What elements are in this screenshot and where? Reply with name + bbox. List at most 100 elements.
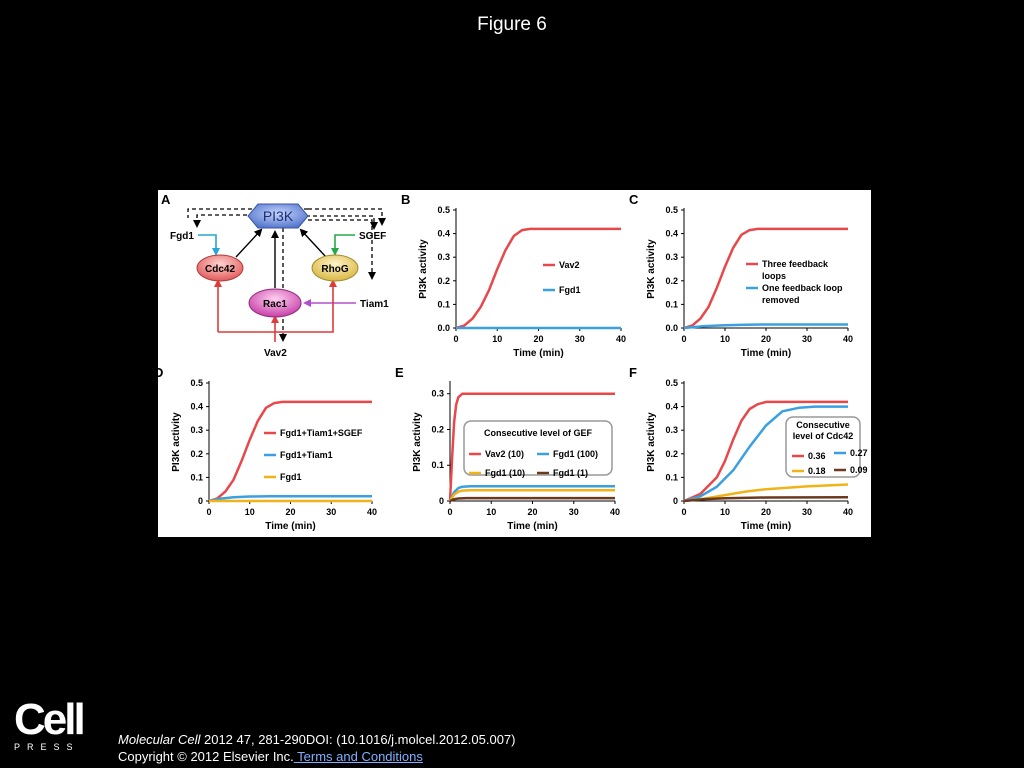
x-tick-label: 10: [492, 334, 502, 344]
legend-label-0: Vav2: [559, 260, 580, 270]
feedback-loop-outer-left: [187, 208, 308, 218]
arrow-rhog-pi3k: [299, 228, 327, 258]
legend-label-2: Fgd1 (10): [485, 468, 525, 478]
x-tick-label: 40: [616, 334, 626, 344]
legend-title-line2: level of Cdc42: [793, 431, 854, 441]
series-line-0: [448, 392, 615, 502]
y-axis-label: PI3K activity: [646, 239, 657, 299]
x-axis-label: Time (min): [513, 348, 563, 359]
y-tick-label: 0.5: [665, 378, 678, 388]
y-tick-label: 0.1: [437, 299, 450, 309]
x-tick-label: 10: [720, 507, 730, 517]
legend-label-1: Fgd1 (100): [553, 449, 598, 459]
y-tick-label: 0.2: [431, 424, 444, 434]
y-axis-label: PI3K activity: [171, 412, 182, 472]
figure-panel: A PI3K Cdc42 RhoG: [158, 190, 871, 537]
x-tick-label: 20: [761, 507, 771, 517]
x-tick-label: 0: [206, 507, 211, 517]
legend-label-2: 0.18: [808, 466, 826, 476]
series-line-2: [448, 489, 615, 502]
y-tick-label: 0.2: [665, 276, 678, 286]
x-tick-label: 10: [486, 507, 496, 517]
x-axis-label: Time (min): [507, 521, 557, 532]
x-tick-label: 40: [367, 507, 377, 517]
legend-label-0: Three feedback: [762, 259, 829, 269]
chart-panel-c: C 0 10 20 30 40 0.0 0.1 0.2 0.3 0.4 0.5 Time (min) PI…: [629, 192, 853, 359]
copyright-text: Copyright © 2012 Elsevier Inc.: [118, 749, 294, 764]
arrow-fgd1-cdc42: [198, 234, 220, 256]
panel-d-letter: D: [158, 365, 163, 380]
cell-logo-word: Cell: [14, 695, 86, 744]
x-tick-label: 30: [575, 334, 585, 344]
y-tick-label: 0.3: [437, 252, 450, 262]
y-tick-label: 0.2: [665, 449, 678, 459]
legend-label-0-line2: loops: [762, 271, 786, 281]
y-tick-label: 0.4: [437, 229, 450, 239]
y-tick-label: 0.5: [665, 205, 678, 215]
x-tick-label: 20: [761, 334, 771, 344]
x-tick-label: 20: [285, 507, 295, 517]
charts-layer: B 0 10 20 30 40 0.0 0.1 0.2 0.3 0.4 0.5 Time (min) PI…: [158, 192, 868, 532]
tiam1-input-label: Tiam1: [360, 299, 389, 310]
panel-a-letter: A: [161, 192, 171, 207]
y-tick-label: 0.5: [437, 205, 450, 215]
y-tick-label: 0.4: [190, 402, 203, 412]
x-axis-label: Time (min): [741, 521, 791, 532]
chart-panel-d: D 0 10 20 30 40 0 0.1 0.2 0.3 0.4 0.5 Time (min) PI3K…: [158, 365, 377, 532]
y-tick-label: 0.2: [190, 449, 203, 459]
y-axis-label: PI3K activity: [418, 239, 429, 299]
rhog-label: RhoG: [321, 264, 348, 275]
legend-label-1: Fgd1+Tiam1: [280, 450, 333, 460]
citation-block: Molecular Cell 2012 47, 281-290DOI: (10.…: [118, 731, 515, 765]
x-axis-label: Time (min): [265, 521, 315, 532]
series-line-3: [449, 496, 615, 503]
x-tick-label: 0: [681, 334, 686, 344]
x-tick-label: 40: [610, 507, 620, 517]
slide-title: Figure 6: [477, 14, 547, 35]
citation-line: Molecular Cell 2012 47, 281-290DOI: (10.…: [118, 731, 515, 748]
legend-label-0: Fgd1+Tiam1+SGEF: [280, 428, 363, 438]
series-line-1: [683, 405, 848, 503]
feedback-loop-sgef: [308, 208, 386, 226]
series-line-0: [683, 227, 848, 330]
legend-label-1-line2: removed: [762, 295, 800, 305]
y-tick-label: 0.4: [665, 229, 678, 239]
legend-title: Consecutive: [796, 420, 850, 430]
x-tick-label: 30: [802, 334, 812, 344]
terms-and-conditions-link[interactable]: Terms and Conditions: [293, 749, 423, 764]
y-tick-label: 0.3: [665, 252, 678, 262]
x-tick-label: 40: [843, 507, 853, 517]
rac1-node: [248, 288, 302, 318]
journal-name: Molecular Cell: [118, 732, 201, 747]
feedback-loop-sgef-inner: [306, 215, 378, 230]
figure-svg: A PI3K Cdc42 RhoG: [158, 192, 868, 532]
rhog-node: [311, 254, 359, 282]
x-tick-label: 0: [453, 334, 458, 344]
panel-a-diagram: A PI3K Cdc42 RhoG: [161, 192, 389, 359]
cell-press-logo: Cell PRESS: [14, 695, 86, 753]
x-tick-label: 30: [569, 507, 579, 517]
legend-title: Consecutive level of GEF: [484, 428, 593, 438]
x-tick-label: 0: [681, 507, 686, 517]
y-axis-label: PI3K activity: [412, 412, 423, 472]
series-line-0: [208, 400, 372, 503]
x-tick-label: 30: [326, 507, 336, 517]
feedback-loop-fgd1: [193, 214, 254, 228]
panel-e-letter: E: [395, 365, 404, 380]
vav2-input-label: Vav2: [264, 348, 287, 359]
legend-label-3: 0.09: [850, 465, 868, 475]
pi3k-node: [247, 203, 309, 229]
legend-label-1: One feedback loop: [762, 283, 843, 293]
x-tick-label: 20: [527, 507, 537, 517]
series-line-0: [455, 227, 621, 330]
series-line-1: [208, 495, 372, 503]
chart-panel-e: E 0 10 20 30 40 0 0.1 0.2 0.3 Time (min) PI3K activ…: [395, 365, 620, 532]
x-tick-label: 0: [447, 507, 452, 517]
citation-details: 2012 47, 281-290DOI: (10.1016/j.molcel.2…: [200, 732, 516, 747]
sgef-input-label: SGEF: [359, 231, 386, 242]
y-tick-label: 0.0: [437, 323, 450, 333]
feedback-loop-tiam1: [301, 219, 376, 280]
legend-label-0: Vav2 (10): [485, 449, 524, 459]
x-axis-label: Time (min): [741, 348, 791, 359]
x-tick-label: 20: [533, 334, 543, 344]
